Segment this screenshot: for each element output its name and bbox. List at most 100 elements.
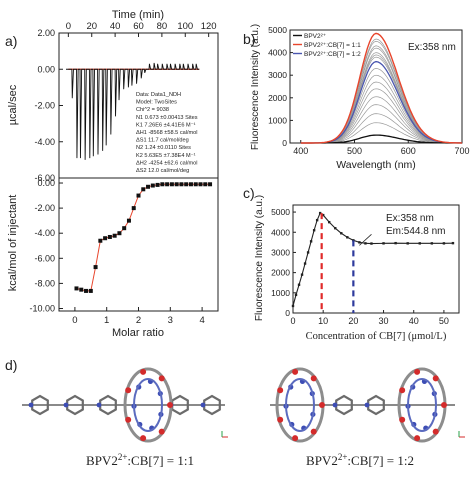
itc-top-xtick-label: 40: [110, 21, 121, 32]
caption-1to2: BPV22+:CB[7] = 1:2: [306, 452, 414, 468]
itc-data-point: [131, 206, 136, 211]
oxygen-atom: [319, 402, 325, 408]
titration-point: [300, 273, 304, 276]
itc-data-point: [98, 238, 103, 243]
spectra-panel: Wavelength (nm) Fluorescence Intensity (…: [250, 24, 470, 171]
itc-data-point: [93, 265, 98, 270]
itc-bot-xtick-label: 0: [72, 315, 77, 326]
nitrogen-atom: [200, 402, 206, 408]
oxygen-atom: [125, 387, 132, 394]
titration-annotation-em: Em:544.8 nm: [386, 226, 445, 237]
spectra-xtick-label: 500: [347, 146, 362, 156]
oxygen-atom: [140, 435, 147, 442]
itc-bot-ytick-label: -10.00: [29, 303, 55, 313]
itc-data-point: [179, 182, 184, 187]
spectrum-curve: [300, 104, 462, 144]
titration-point: [294, 293, 298, 297]
titration-ytick-label: 2000: [271, 268, 290, 278]
titration-xtick-label: 50: [439, 316, 449, 326]
titration-xtick-label: 10: [318, 316, 328, 326]
titration-xlabel: Concentration of CB[7] (μmol/L): [306, 331, 447, 342]
fit-box-line: K1 7.26E6 ±4.41E6 M⁻¹: [136, 122, 196, 128]
oxygen-atom: [158, 375, 165, 382]
itc-bottom-xlabel: Molar ratio: [112, 327, 164, 339]
spectra-legend: BPV2²⁺ BPV2²⁺:CB[7] = 1:1 BPV2²⁺:CB[7] = 1…: [293, 33, 361, 58]
itc-data-point: [141, 187, 146, 192]
itc-bot-xtick-label: 1: [104, 315, 109, 326]
titration-point: [306, 251, 310, 254]
titration-xtick-label: 30: [379, 316, 389, 326]
titration-point: [442, 242, 446, 245]
panel-label-d: d): [5, 357, 17, 373]
titration-ytick-label: 3000: [271, 247, 290, 257]
spectra-ytick-label: 2000: [268, 93, 287, 103]
titration-point: [340, 232, 343, 235]
molecule-model-1to1: [22, 367, 228, 443]
spectrum-curve-1to2: [300, 60, 463, 144]
molecule-model-1to2: [270, 367, 465, 443]
itc-bot-xtick-label: 3: [168, 315, 173, 326]
spectra-frame: [289, 29, 463, 144]
oxygen-atom: [399, 416, 406, 423]
spectra-plot: 400 500 600 700 0 1000 2000 3000 4000 5000: [268, 25, 469, 156]
spectra-xtick-label: 700: [454, 146, 469, 156]
spectrum-curve: [300, 122, 462, 144]
spectrum-curve-free: [300, 134, 462, 144]
itc-data-point: [184, 182, 189, 187]
nitrogen-atom: [96, 402, 102, 408]
oxygen-atom: [432, 428, 439, 435]
itc-data-point: [146, 184, 151, 189]
aromatic-ring: [99, 394, 117, 416]
titration-point: [291, 304, 295, 308]
itc-data-point: [84, 288, 89, 293]
titration-point: [321, 213, 325, 217]
spectra-xtick-label: 600: [401, 146, 416, 156]
fit-box-line: Data: Data1_NDH: [136, 92, 181, 98]
spectrum-curve: [300, 96, 462, 144]
spectra-ytick-label: 1000: [268, 115, 287, 125]
itc-top-ytick-label: 0.00: [37, 64, 55, 74]
titration-point: [312, 229, 316, 232]
itc-bot-ytick-label: -2.00: [34, 203, 55, 213]
itc-bot-xtick-label: 2: [136, 315, 141, 326]
oxygen-atom: [277, 416, 284, 423]
panel-label-b: b): [243, 31, 255, 47]
fit-box-line: ΔS1 11.7 cal/mol/deg: [136, 138, 189, 144]
legend-entry: BPV2²⁺:CB[7] = 1:2: [304, 51, 361, 58]
spectra-ytick-label: 3000: [268, 70, 287, 80]
itc-data-point: [198, 182, 203, 187]
itc-data-point: [155, 182, 160, 187]
itc-data-point: [150, 183, 155, 188]
itc-data-point: [103, 236, 108, 241]
spectrum-curve-1to1: [300, 32, 462, 144]
itc-top-xtick-label: 80: [157, 21, 168, 32]
fit-box-line: ΔH1 -8568 ±58.5 cal/mol: [136, 130, 198, 136]
titration-point: [364, 242, 367, 245]
itc-data-point: [174, 182, 179, 187]
itc-raw-trace: [66, 62, 200, 160]
itc-top-xtick-label: 120: [201, 21, 217, 32]
oxygen-atom: [158, 428, 165, 435]
itc-data-point: [107, 234, 112, 239]
spectrum-curve: [300, 54, 463, 144]
aromatic-ring: [335, 394, 353, 416]
itc-top-xlabel: Time (min): [112, 9, 164, 21]
itc-data-point: [88, 288, 93, 293]
titration-ytick-label: 1000: [271, 288, 290, 298]
spectra-ytick-label: 0: [282, 138, 287, 148]
titration-point: [451, 241, 455, 245]
itc-top-ytick-label: -6.00: [34, 173, 55, 183]
titration-xtick-label: 20: [348, 316, 358, 326]
titration-xtick-label: 0: [290, 316, 295, 326]
itc-data-point: [136, 193, 141, 198]
titration-frame: [292, 204, 460, 314]
itc-data-point: [160, 182, 165, 187]
titration-point: [370, 242, 373, 245]
titration-point: [334, 227, 337, 230]
spectrum-curve: [300, 81, 462, 144]
oxygen-atom: [292, 435, 299, 442]
nitrogen-atom: [63, 402, 69, 408]
spectrum-curve: [300, 74, 462, 144]
itc-data-point: [79, 287, 84, 292]
